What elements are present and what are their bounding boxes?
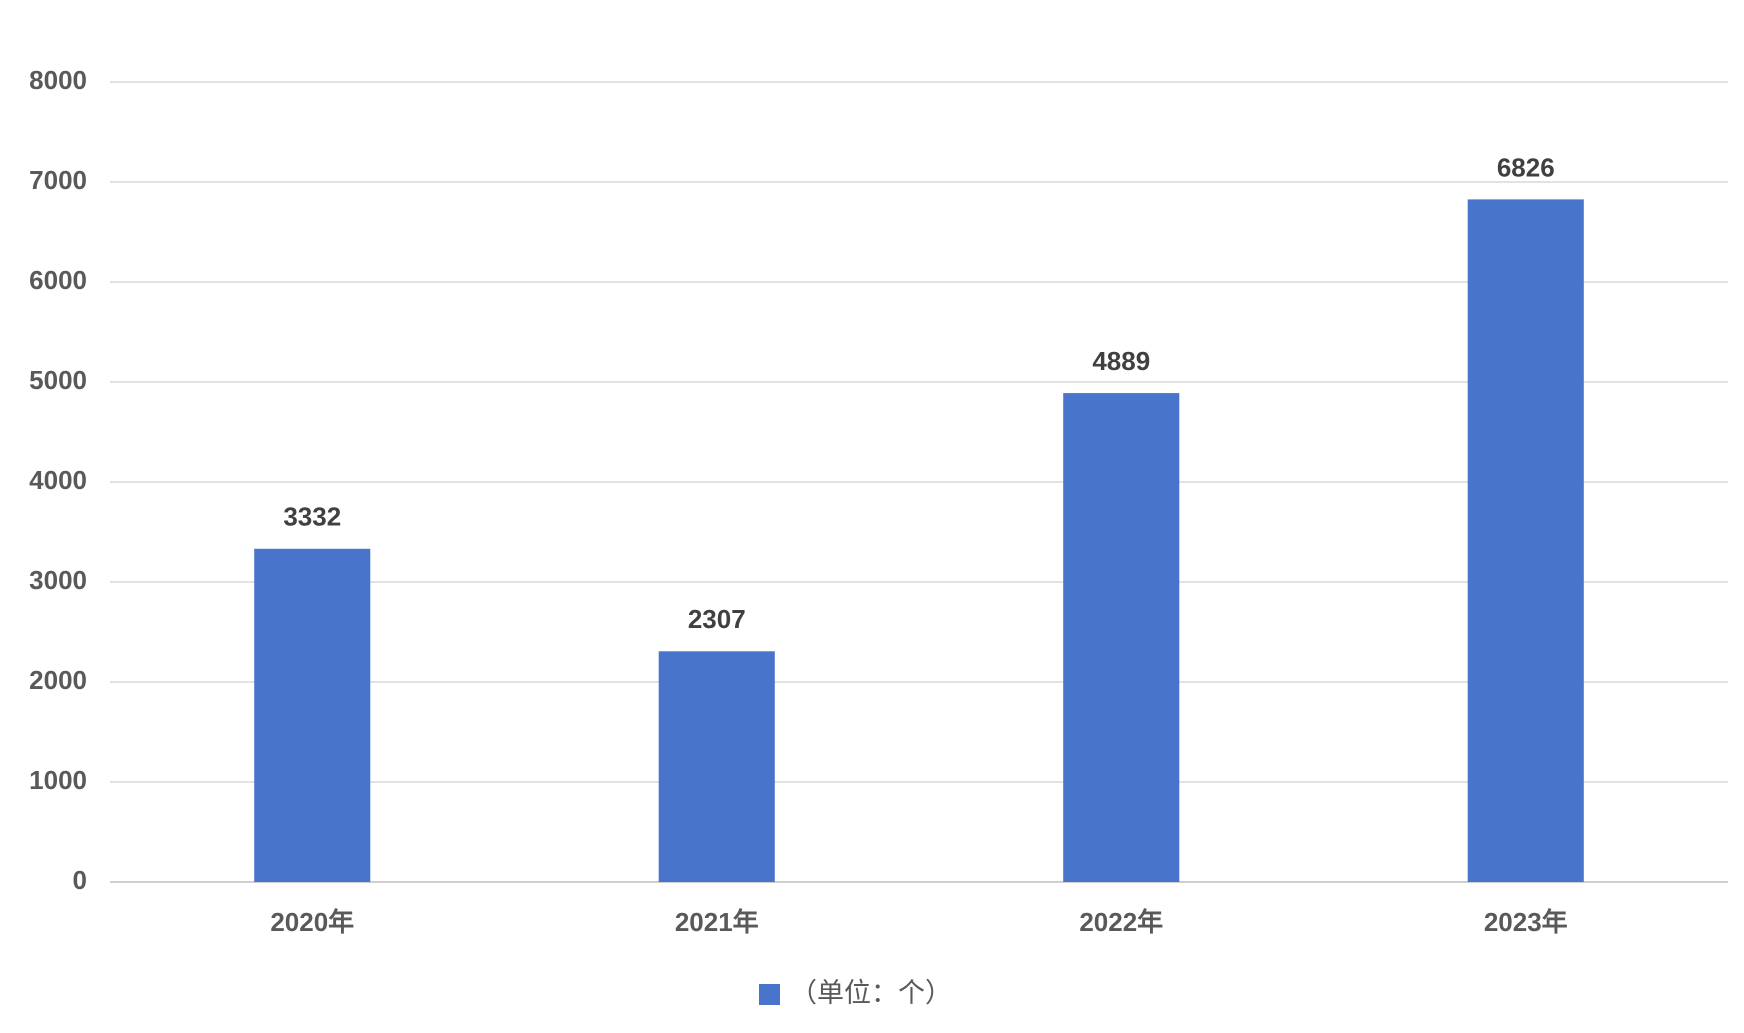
bar (658, 651, 775, 882)
bar (1467, 199, 1584, 882)
data-label: 4889 (1092, 346, 1150, 376)
data-label: 6826 (1497, 152, 1555, 182)
y-tick-label: 7000 (29, 165, 87, 195)
x-tick-label: 2020年 (270, 907, 354, 937)
y-tick-label: 4000 (29, 465, 87, 495)
x-tick-label: 2021年 (675, 907, 759, 937)
data-label: 2307 (688, 604, 746, 634)
y-tick-label: 8000 (29, 65, 87, 95)
legend-marker (759, 984, 780, 1005)
y-tick-label: 3000 (29, 565, 87, 595)
x-tick-label: 2023年 (1484, 907, 1568, 937)
y-tick-label: 2000 (29, 665, 87, 695)
bar (254, 548, 371, 882)
x-tick-label: 2022年 (1079, 907, 1163, 937)
bar (1063, 393, 1180, 882)
y-tick-label: 5000 (29, 365, 87, 395)
y-tick-label: 0 (73, 865, 87, 895)
y-tick-label: 1000 (29, 765, 87, 795)
y-tick-label: 6000 (29, 265, 87, 295)
legend-label: （单位：个） (790, 978, 952, 1008)
data-label: 3332 (283, 502, 341, 532)
